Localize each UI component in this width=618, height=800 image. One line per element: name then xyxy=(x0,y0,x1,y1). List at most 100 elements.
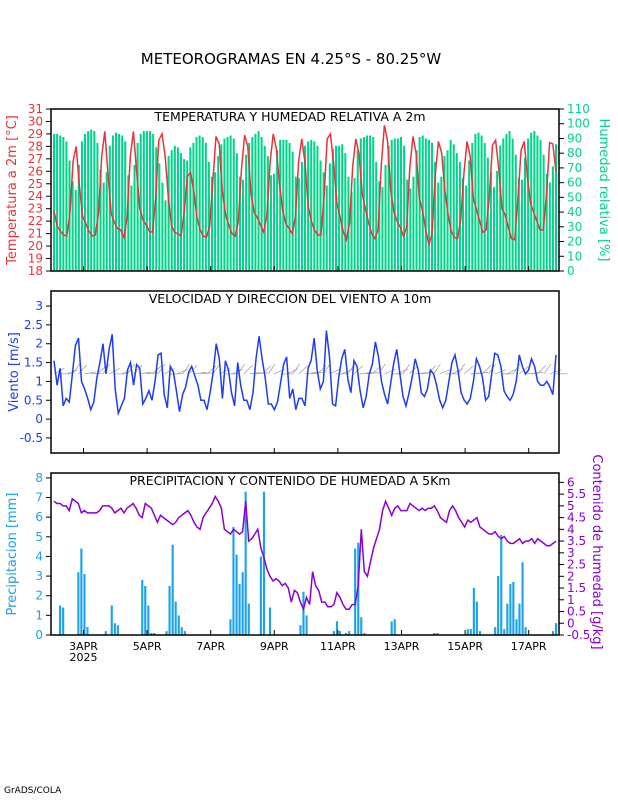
precipitation-bar xyxy=(80,548,83,635)
humidity-bar xyxy=(372,137,375,271)
y-tick-label: 50 xyxy=(567,190,582,204)
y-tick-label: 24 xyxy=(28,189,43,203)
precipitation-bar xyxy=(332,631,335,635)
humidity-bar xyxy=(59,135,62,271)
wind-barb xyxy=(494,369,507,375)
wind-barb xyxy=(176,369,188,375)
y-tick-label: 25 xyxy=(28,177,43,191)
wind-barb xyxy=(415,372,428,375)
humidity-bar xyxy=(412,176,415,271)
humidity-bar xyxy=(133,165,136,271)
precipitation-bar xyxy=(174,601,177,635)
humidity-bar xyxy=(180,153,183,271)
y-tick-label: 20 xyxy=(28,239,43,253)
precipitation-bar xyxy=(299,625,302,635)
y-tick-label: 6 xyxy=(567,475,575,489)
humidity-bar xyxy=(189,147,192,271)
humidity-bar xyxy=(533,131,536,271)
precipitation-bar xyxy=(104,631,107,635)
wind-barb xyxy=(249,371,262,375)
y-tick-label: 1 xyxy=(567,593,575,607)
humidity-bar xyxy=(164,200,167,271)
precipitation-bar xyxy=(390,621,393,635)
x-tick-label: 9APR xyxy=(260,640,289,653)
wind-barb xyxy=(463,365,474,375)
y-tick-label: 3 xyxy=(35,569,43,583)
precipitation-bar xyxy=(141,580,144,635)
humidity-bar xyxy=(369,135,372,271)
humidity-bar xyxy=(74,190,77,271)
precipitation-bar xyxy=(393,619,396,635)
humidity-bar xyxy=(338,145,341,271)
y-tick-label: 1.5 xyxy=(24,356,43,370)
humidity-bar xyxy=(527,138,530,271)
y-tick-label: -0.5 xyxy=(567,628,590,642)
y-tick-label: 5 xyxy=(35,530,43,544)
humidity-bar xyxy=(555,144,558,271)
humidity-bar xyxy=(427,139,430,271)
humidity-bar xyxy=(474,134,477,271)
humidity-bar xyxy=(282,139,285,271)
humidity-bar xyxy=(105,172,108,271)
humidity-bar xyxy=(400,137,403,271)
wind-barb xyxy=(427,365,437,375)
wind-barb xyxy=(366,372,379,375)
humidity-bar xyxy=(542,154,545,271)
wind-barb xyxy=(329,368,341,375)
precipitation-bar xyxy=(305,615,308,635)
humidity-bar xyxy=(341,144,344,271)
wind-barb xyxy=(84,371,97,375)
panel-title: VELOCIDAD Y DIRECCION DEL VIENTO A 10m xyxy=(149,291,432,306)
humidity-bar xyxy=(294,176,297,271)
humidity-bar xyxy=(207,162,210,271)
humidity-bar xyxy=(530,132,533,271)
humidity-bar xyxy=(152,134,155,271)
humidity-bar xyxy=(310,139,313,271)
y-tick-label: 110 xyxy=(567,102,590,116)
y-tick-label: 70 xyxy=(567,161,582,175)
humidity-bar xyxy=(384,165,387,271)
humidity-bar xyxy=(136,142,139,271)
precipitation-bar xyxy=(335,621,339,635)
humidity-bar xyxy=(260,137,263,271)
precipitation-bar xyxy=(153,633,156,635)
humidity-bar xyxy=(87,131,90,271)
y-tick-label: 22 xyxy=(28,214,43,228)
y-tick-label: 6 xyxy=(35,510,43,524)
wind-axis-ticks: -0.5 0 0.5 1 1.5 2 2.5 3 xyxy=(20,299,51,445)
humidity-bar xyxy=(511,138,514,271)
humidity-bar xyxy=(71,181,74,271)
panel-frame xyxy=(50,472,560,636)
precipitation-bar xyxy=(345,633,348,635)
humidity-bar xyxy=(520,179,523,271)
humidity-bar xyxy=(319,160,322,271)
wind-barb xyxy=(402,363,410,375)
humidity-bar xyxy=(514,154,517,271)
y-tick-label: 1 xyxy=(35,608,43,622)
precipitation-bar xyxy=(348,631,351,635)
humidity-bar xyxy=(440,176,443,271)
y-tick-label: 8 xyxy=(35,471,43,485)
y-tick-label: 5 xyxy=(567,499,575,513)
y-tick-label: 0.5 xyxy=(567,605,586,619)
precipitation-bar xyxy=(247,603,250,635)
precipitation-bar xyxy=(241,572,244,635)
humidity-bar xyxy=(508,131,511,271)
humidity-bar xyxy=(124,141,127,271)
humidity-bar xyxy=(396,138,399,271)
humidity-bar xyxy=(173,145,176,271)
humidity-bar xyxy=(242,179,245,271)
humidity-bar xyxy=(421,135,424,271)
humidity-bar xyxy=(505,134,508,271)
precipitation-bar xyxy=(475,601,478,635)
precipitation-bar xyxy=(360,617,363,635)
humidity-bar xyxy=(455,153,458,271)
precipitation-bar xyxy=(554,623,558,635)
x-tick-label: 3APR xyxy=(69,640,98,653)
humidity-bar xyxy=(536,135,539,271)
panel-precipitation-moisture: PRECIPITACION Y CONTENIDO DE HUMEDAD A 5… xyxy=(5,266,604,664)
wind-barb xyxy=(543,363,552,375)
temperature-axis-label: Temperatura a 2m [°C] xyxy=(5,115,20,266)
humidity-bar xyxy=(201,137,204,271)
